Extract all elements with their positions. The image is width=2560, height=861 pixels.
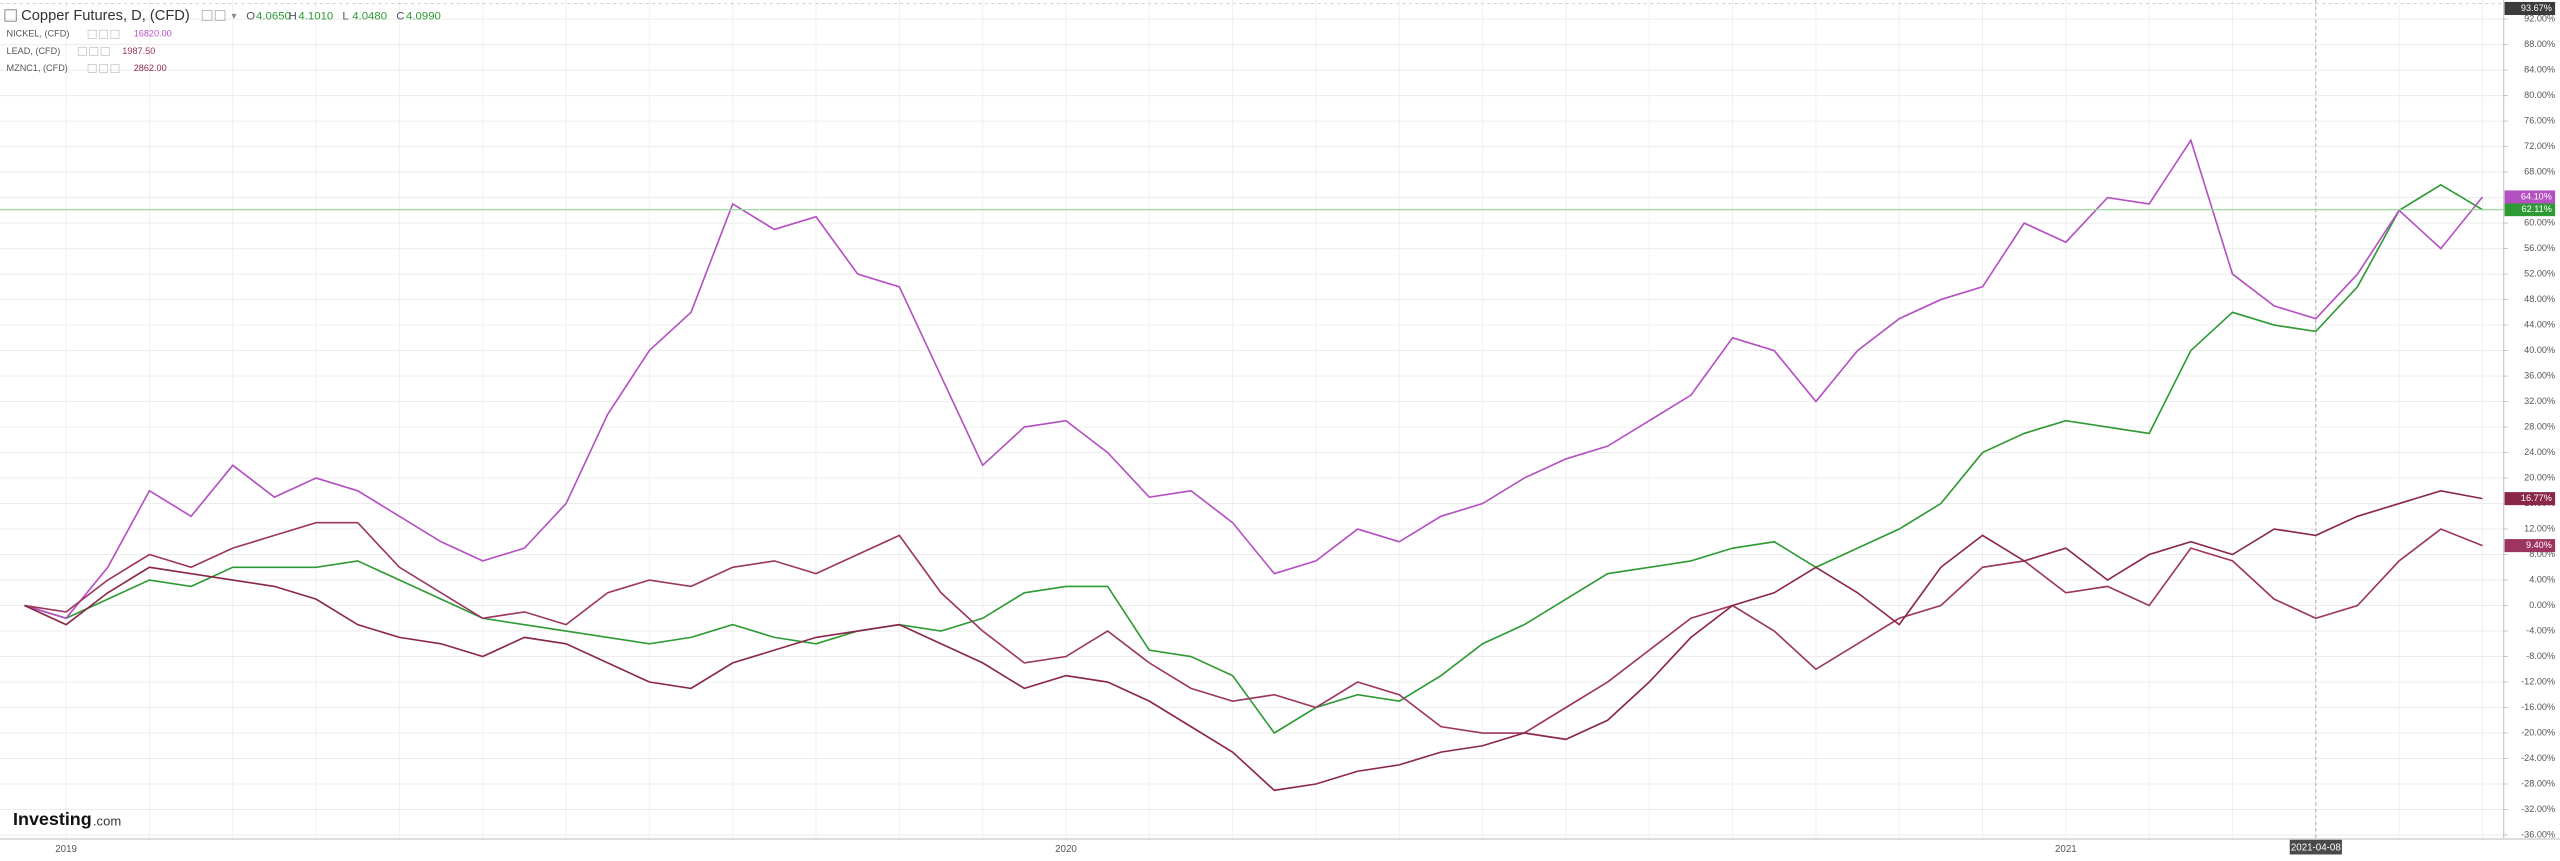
legend-button[interactable] [214,10,226,21]
annotation-label: 93.67% [2521,3,2552,13]
last-value-label: 16.77% [2521,493,2552,503]
y-tick-label: 92.00% [2524,14,2555,24]
ohlc-key: C [396,10,404,22]
y-tick-label: -4.00% [2526,625,2555,635]
legend-button[interactable] [100,46,110,56]
y-tick-label: 32.00% [2524,396,2555,406]
y-tick-label: -8.00% [2526,651,2555,661]
plot-area [0,0,2503,839]
crosshair-label: 2021-04-08 [2291,843,2341,854]
legend-button[interactable] [77,46,87,56]
axes: 92.00% 88.00% 84.00% 80.00% 76.00% 72.00% 68.0… [13,1,2556,855]
logo-suffix: .com [93,813,121,828]
ohlc-value: 4.0480 [352,10,387,22]
legend-name: NICKEL, (CFD) [7,29,70,39]
y-tick-label: -16.00% [2521,702,2555,712]
legend-buttons: ▾ [201,10,237,22]
legend-value: 16820.00 [134,29,172,39]
series-line [24,183,2483,735]
annotation-box [2504,1,2556,16]
last-value-box [2504,190,2556,204]
legend-button[interactable] [110,29,120,39]
y-tick-label: 24.00% [2524,447,2555,457]
legend-button[interactable] [99,29,108,39]
ohlc-key: H [289,10,297,22]
x-tick-label: 2021 [2055,844,2077,855]
y-tick-label: 40.00% [2524,345,2555,355]
legend-button[interactable] [99,64,108,73]
legend-title: Copper Futures, D, (CFD) [21,8,190,24]
ohlc-value: 4.0650 [256,10,291,22]
last-value-label: 62.11% [2522,204,2552,214]
legend-button[interactable] [87,29,97,39]
legend-value: 1987.50 [122,46,155,56]
y-tick-label: 44.00% [2524,319,2555,329]
y-tick-label: 72.00% [2524,141,2555,151]
crosshair-label-box [2289,839,2342,855]
y-tick-label: 20.00% [2524,472,2555,482]
y-tick-label: 76.00% [2524,116,2555,126]
y-tick-label: 28.00% [2524,421,2555,431]
y-tick-label: -28.00% [2521,778,2555,788]
series-line [24,489,2483,792]
ohlc-key: L [342,10,348,22]
last-value-label: 9.40% [2526,540,2552,550]
collapse-icon[interactable] [4,9,17,22]
logo-name: Investing [13,809,92,829]
ohlc-value: 4.1010 [298,10,333,22]
y-tick-label: -36.00% [2521,829,2555,839]
y-tick-label: -12.00% [2521,676,2555,686]
last-value-box [2504,203,2556,217]
y-tick-label: -20.00% [2521,727,2555,737]
y-tick-label: 4.00% [2529,574,2555,584]
y-tick-label: 8.00% [2529,549,2555,559]
legend-name: LEAD, (CFD) [7,46,61,56]
legend-menu[interactable]: ▾ [232,11,237,22]
y-tick-label: 88.00% [2524,39,2555,49]
legend-value: 2862.00 [134,63,167,73]
y-tick-label: 36.00% [2524,370,2555,380]
legend-name: MZNC1, (CFD) [7,63,68,73]
last-value-box [2504,492,2556,506]
legend-button[interactable] [110,64,120,73]
y-tick-label: -32.00% [2521,804,2555,814]
series-line [24,521,2483,734]
last-value-label: 64.10% [2521,191,2552,201]
y-tick-label: 80.00% [2524,90,2555,100]
y-tick-label: 56.00% [2524,243,2555,253]
y-tick-label: 68.00% [2524,167,2555,177]
legend-button[interactable] [87,64,97,73]
legend-button[interactable] [89,46,99,56]
y-tick-label: 84.00% [2524,65,2555,75]
ohlc-value: 4.0990 [406,10,441,22]
x-tick-label: 2019 [55,844,77,855]
y-tick-label: 52.00% [2524,268,2555,278]
y-tick-label: 0.00% [2529,600,2555,610]
ohlc-key: O [246,10,255,22]
y-tick-label: 48.00% [2524,294,2555,304]
y-tick-label: -24.00% [2521,753,2555,763]
series-line [24,138,2484,620]
last-value-box [2504,539,2556,553]
y-tick-label: 60.00% [2524,217,2555,227]
x-tick-label: 2020 [1055,844,1077,855]
legend-button[interactable] [201,10,213,21]
y-tick-label: 12.00% [2524,523,2555,533]
